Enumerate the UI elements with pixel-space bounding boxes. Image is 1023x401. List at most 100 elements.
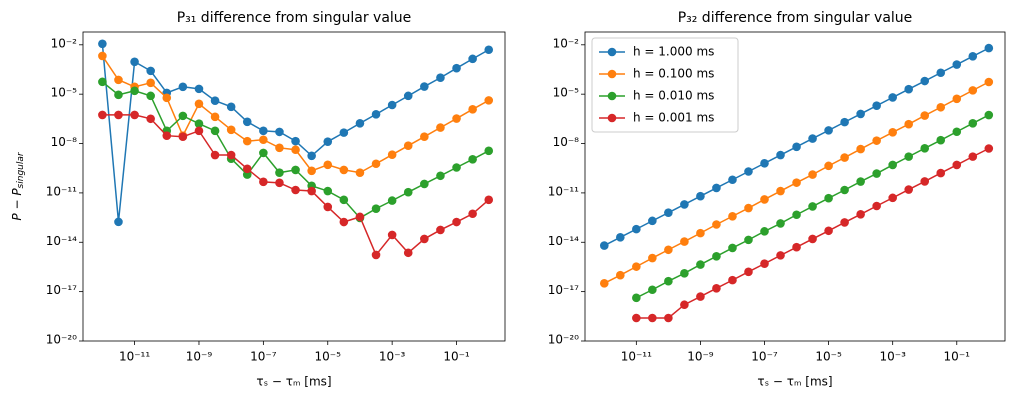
marker [792, 178, 801, 187]
marker [146, 114, 155, 124]
marker [210, 150, 220, 160]
marker [420, 179, 429, 189]
marker [952, 94, 962, 104]
plot-area [98, 39, 494, 260]
marker [146, 91, 155, 101]
axes: 10⁻¹¹ 10⁻⁹ 10⁻⁷ 10⁻⁵ 10⁻³ 10⁻¹ 10⁻²⁰ 10⁻¹⁷ 10⁻¹⁴… [10, 10, 506, 389]
marker [808, 202, 817, 211]
y-tick-label: 10⁻⁵ [553, 86, 580, 100]
marker [275, 178, 284, 188]
marker [776, 150, 785, 160]
marker [984, 77, 994, 87]
marker [468, 54, 477, 64]
marker [664, 313, 673, 323]
y-tick-label: 10⁻¹⁷ [548, 283, 579, 297]
marker [696, 191, 705, 201]
marker [888, 193, 897, 203]
marker [339, 165, 349, 175]
marker [808, 234, 817, 244]
marker [984, 110, 994, 120]
y-tick-label: 10⁻¹⁷ [46, 283, 77, 297]
marker [355, 212, 365, 222]
marker [403, 248, 413, 258]
marker [872, 169, 881, 178]
x-tick-label: 10⁻⁹ [687, 350, 714, 364]
marker [436, 171, 445, 181]
marker [984, 144, 994, 153]
marker [162, 93, 172, 103]
y-tick-label: 10⁻²⁰ [548, 333, 579, 347]
marker [872, 201, 881, 211]
y-tick-label: 10⁻² [553, 36, 580, 50]
marker [323, 202, 333, 212]
marker [484, 96, 494, 105]
plot-area [599, 43, 994, 323]
marker [824, 126, 833, 135]
marker [194, 119, 204, 129]
y-tick-label: 10⁻¹⁴ [46, 234, 77, 248]
marker [952, 127, 962, 137]
chart-title: P₃₂ difference from singular value [678, 10, 913, 26]
marker [680, 269, 689, 278]
marker [856, 144, 865, 154]
marker [728, 175, 737, 185]
marker [904, 152, 913, 161]
marker [776, 219, 785, 228]
legend-marker [607, 69, 617, 79]
marker [920, 177, 930, 186]
marker [226, 125, 236, 135]
axes-frame [82, 31, 506, 342]
marker [98, 39, 107, 49]
marker [114, 90, 123, 100]
marker [856, 210, 865, 219]
marker [130, 86, 139, 96]
x-tick-label: 10⁻¹ [443, 350, 470, 364]
marker [468, 155, 477, 164]
marker [420, 234, 429, 244]
marker [920, 111, 930, 120]
legend-marker [607, 47, 617, 57]
marker [339, 128, 349, 137]
marker [371, 250, 381, 260]
marker [696, 228, 705, 238]
marker [888, 93, 897, 102]
axes-frame [584, 31, 1006, 342]
marker [824, 193, 833, 203]
marker [210, 126, 220, 136]
marker [936, 68, 946, 78]
marker [178, 82, 188, 92]
y-tick-label: 10⁻¹⁴ [548, 234, 579, 248]
marker [420, 132, 429, 142]
marker [114, 75, 123, 85]
marker [242, 136, 252, 146]
marker [355, 118, 365, 128]
marker [984, 43, 994, 53]
y-tick-label: 10⁻¹¹ [46, 184, 77, 198]
marker [888, 160, 897, 170]
x-tick-label: 10⁻¹ [944, 350, 971, 364]
marker [680, 200, 689, 209]
marker [194, 84, 204, 94]
marker [323, 137, 333, 146]
marker [403, 187, 413, 197]
axes: 10⁻¹¹ 10⁻⁹ 10⁻⁷ 10⁻⁵ 10⁻³ 10⁻¹ 10⁻²⁰ 10⁻¹⁷ 10⁻¹⁴… [548, 10, 1006, 389]
marker [242, 164, 252, 174]
marker [130, 110, 139, 120]
y-label-main: P − P [10, 188, 24, 221]
marker [130, 57, 139, 67]
marker [371, 159, 381, 169]
marker [952, 60, 962, 69]
marker [339, 195, 349, 205]
marker [952, 160, 962, 170]
x-tick-label: 10⁻³ [379, 350, 406, 364]
marker [792, 242, 801, 252]
x-tick-label: 10⁻⁵ [815, 350, 842, 364]
marker [632, 293, 641, 303]
marker [936, 168, 946, 178]
marker [194, 99, 204, 109]
marker [728, 211, 737, 221]
marker [968, 86, 978, 95]
marker [936, 135, 946, 145]
marker [968, 118, 978, 128]
